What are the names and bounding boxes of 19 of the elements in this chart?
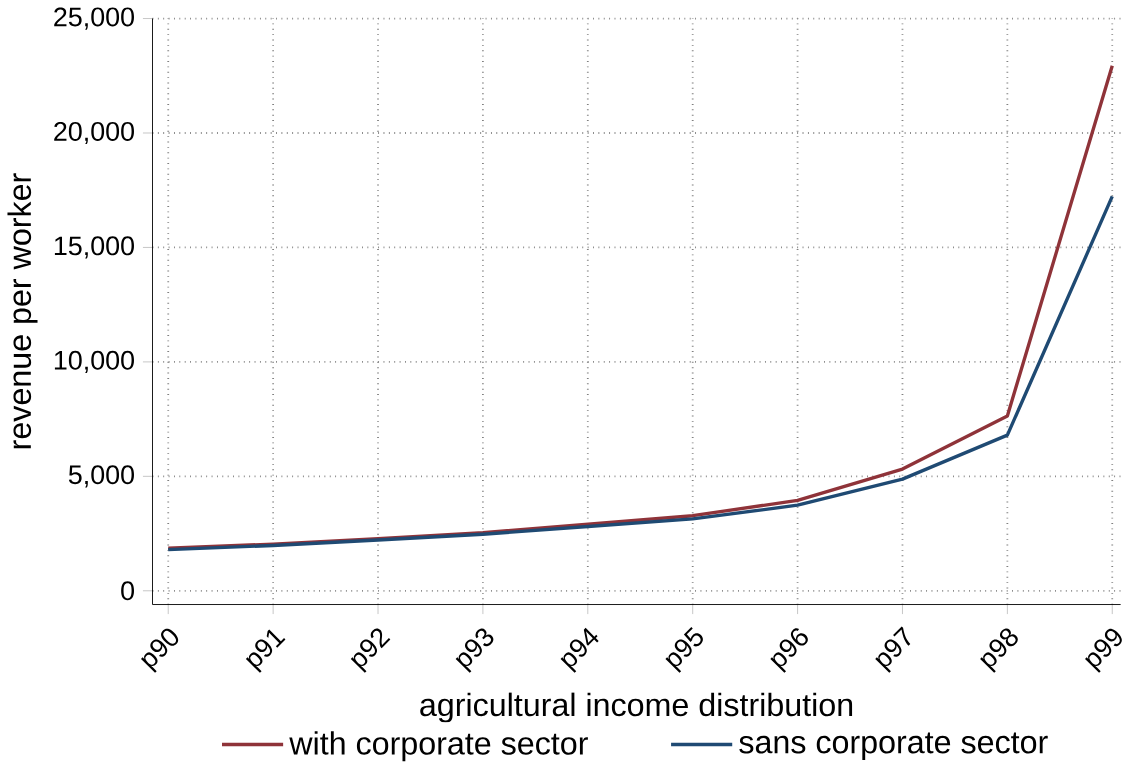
y-tick-label: 25,000 — [54, 7, 134, 30]
x-tick-label: p92 — [350, 628, 391, 673]
y-tick-label: 5,000 — [68, 465, 134, 488]
x-tick-label: p99 — [1085, 628, 1122, 673]
x-tick-label: p93 — [455, 628, 494, 673]
x-tick-label: p94 — [560, 627, 599, 673]
x-tick-label: p98 — [980, 628, 1018, 673]
legend-label: with corporate sector — [289, 731, 588, 762]
y-tick-label: 0 — [121, 581, 134, 601]
y-tick-label: 10,000 — [54, 350, 134, 374]
x-tick-label: p96 — [770, 628, 808, 673]
x-axis-title: agricultural income distribution — [420, 692, 853, 723]
x-tick-label: p91 — [245, 629, 286, 673]
x-tick-label: p90 — [140, 628, 179, 673]
y-axis-title: revenue per worker — [7, 173, 38, 449]
y-tick-label: 20,000 — [54, 122, 134, 145]
y-tick-label: 15,000 — [54, 236, 134, 259]
line-series — [166, 194, 1114, 552]
legend-label: sans corporate sector — [739, 732, 1048, 761]
